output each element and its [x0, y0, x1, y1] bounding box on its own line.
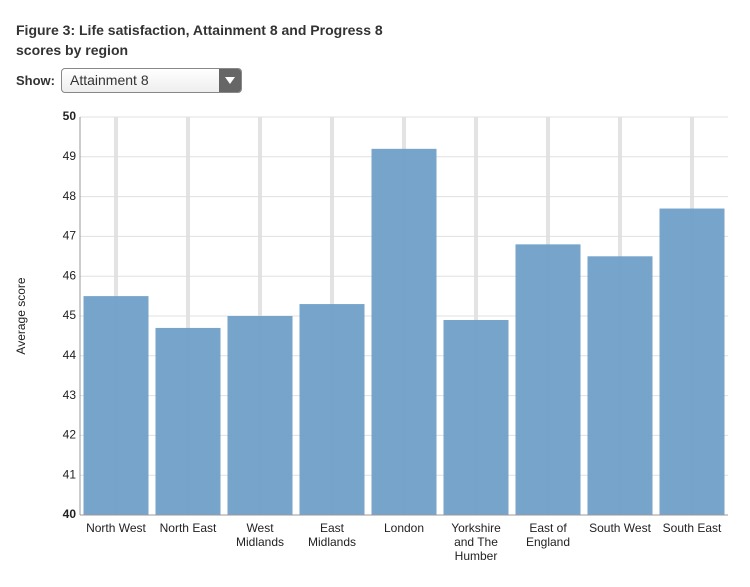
y-tick-label: 48: [63, 189, 77, 203]
x-tick-label: South East: [662, 521, 722, 535]
y-tick-label: 42: [63, 428, 77, 442]
measure-dropdown[interactable]: Attainment 8: [61, 68, 242, 93]
x-tick-label: East of England: [525, 521, 571, 549]
y-tick-label: 50: [63, 109, 77, 123]
bar: [443, 319, 509, 515]
x-tick-label: London: [383, 521, 425, 535]
y-tick-label: 46: [63, 268, 77, 282]
bar: [155, 327, 221, 515]
show-label: Show:: [16, 73, 55, 88]
x-tick-label: East Midlands: [307, 521, 357, 549]
dropdown-value[interactable]: Attainment 8: [70, 72, 149, 88]
y-tick-label: 43: [63, 388, 77, 402]
bar: [83, 296, 149, 515]
x-tick-label: North West: [86, 521, 146, 535]
chart-title: Figure 3: Life satisfaction, Attainment …: [16, 22, 383, 58]
y-tick-label: 49: [63, 149, 77, 163]
y-tick-label: 41: [63, 467, 77, 481]
bar: [515, 244, 581, 516]
y-tick-label: 47: [63, 229, 77, 243]
y-tick-label: 45: [63, 308, 77, 322]
x-tick-label: Yorkshire and The Humber: [451, 521, 501, 563]
y-tick-label: 44: [63, 348, 77, 362]
y-axis-label: Average score: [14, 277, 28, 354]
bar: [227, 316, 293, 515]
dropdown-arrow[interactable]: [219, 69, 241, 92]
bar: [659, 208, 725, 516]
bar: [371, 148, 437, 515]
x-tick-label: South West: [589, 521, 651, 535]
bar: [299, 304, 365, 515]
bar: [587, 256, 653, 515]
x-tick-label: West Midlands: [235, 521, 285, 549]
x-tick-label: North East: [159, 521, 217, 535]
y-tick-label: 40: [63, 507, 77, 521]
